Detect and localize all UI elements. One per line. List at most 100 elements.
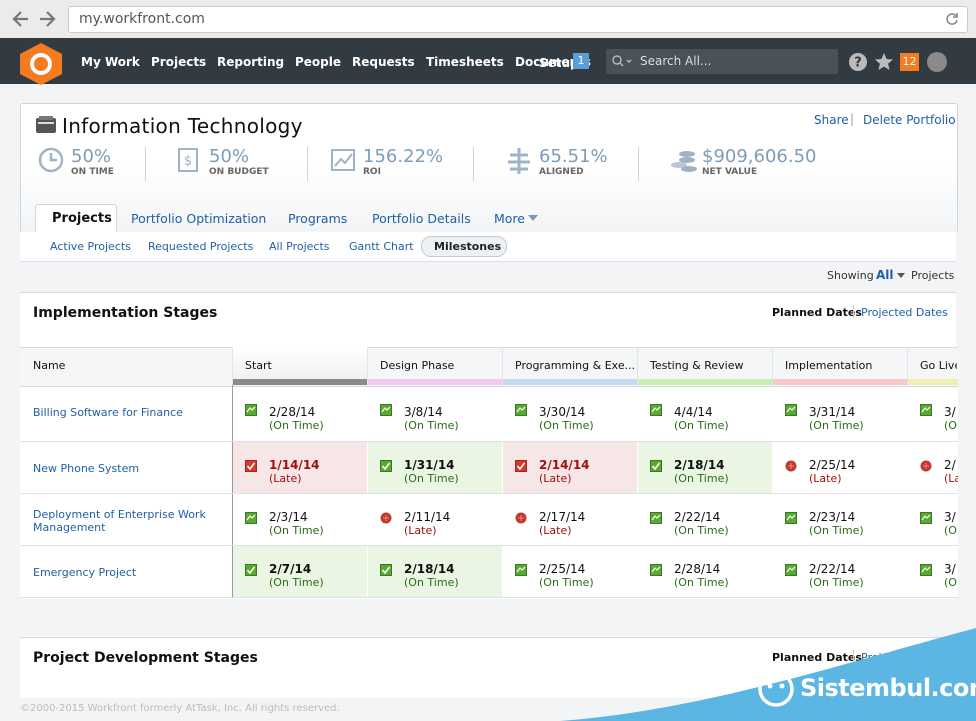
logo [20, 43, 62, 85]
nav-item[interactable]: My Work [81, 55, 140, 69]
row-border [20, 493, 958, 494]
milestone-status: (O [944, 419, 957, 432]
status-icon [785, 404, 797, 416]
column-underline [232, 379, 367, 385]
status-icon [245, 564, 257, 576]
metric-value: 50% [209, 146, 250, 167]
subtab[interactable]: Requested Projects [148, 240, 254, 253]
status-icon [515, 460, 527, 472]
milestone-cell: 2/28/14 (On Time) [637, 546, 772, 598]
milestone-status: (On Time) [404, 419, 459, 432]
milestone-date: 2/14/14 [539, 458, 590, 472]
row-name[interactable]: Deployment of Enterprise Work Management [33, 508, 206, 534]
toggle-planned[interactable]: Planned Dates [772, 651, 862, 664]
milestone-date: 2/22/14 [674, 510, 721, 524]
milestone-date: 2/25/14 [809, 458, 856, 472]
notif-badge[interactable]: 12 [900, 53, 919, 71]
metric-label: ROI [363, 167, 381, 177]
subtab[interactable]: Active Projects [50, 240, 131, 253]
delete-portfolio[interactable]: Delete Portfolio [863, 113, 956, 127]
tab[interactable]: Portfolio Optimization [131, 211, 267, 226]
metric-icon [671, 151, 697, 172]
url-text: my.workfront.com [79, 11, 205, 27]
milestone-cell: 2/22/14 (On Time) [772, 546, 907, 598]
metric-icon [38, 147, 64, 173]
column-border [367, 347, 368, 385]
row-border [20, 545, 958, 546]
help-icon: ? [849, 53, 867, 71]
subtab-active[interactable]: Milestones [421, 236, 507, 257]
showing-value[interactable]: All [876, 268, 894, 282]
milestone-status: (Late) [539, 524, 572, 537]
milestone-status: (Late) [404, 524, 437, 537]
status-icon [785, 512, 797, 524]
milestone-cell: 3/31/14 (On Time) [772, 386, 907, 442]
milestone-status: (On [944, 576, 958, 589]
metric-icon: $ [178, 148, 198, 172]
svg-text:$: $ [184, 154, 192, 169]
milestone-date: 2/22/14 [809, 562, 856, 576]
toggle-planned[interactable]: Planned Dates [772, 306, 862, 319]
avatar [927, 52, 947, 72]
milestone-status: (La [944, 472, 958, 485]
metric-divider [473, 147, 474, 181]
search-box[interactable]: Search All... [606, 49, 838, 74]
name-divider [232, 385, 233, 598]
tab[interactable]: Programs [288, 211, 348, 226]
milestone-status: (Late) [539, 472, 572, 485]
milestone-cell: 2/22/14 (On Time) [637, 494, 772, 546]
nav-item[interactable]: Projects [151, 55, 207, 69]
milestone-cell: 2/(La [907, 442, 958, 494]
milestone-date: 2/23/14 [809, 510, 856, 524]
nav-item[interactable]: Documents [515, 55, 591, 69]
tab[interactable]: More [494, 211, 525, 226]
search-icon [612, 55, 632, 67]
column-underline [772, 379, 907, 385]
column-underline [907, 379, 958, 385]
showing-prefix: Showing [827, 269, 874, 282]
nav-item[interactable]: People [295, 55, 342, 69]
status-icon [920, 404, 932, 416]
subtab[interactable]: Gantt Chart [349, 240, 414, 253]
row-name[interactable]: New Phone System [33, 462, 140, 475]
nav-item[interactable]: Reporting [217, 55, 285, 69]
column-underline [637, 379, 772, 385]
share[interactable]: Share [814, 113, 849, 127]
metric-label: NET VALUE [702, 167, 758, 177]
milestone-status: (On Time) [674, 419, 729, 432]
milestone-date: 1/31/14 [404, 458, 455, 472]
milestone-date: 3/ [944, 562, 956, 576]
tab-label: Projects [52, 211, 112, 226]
footer-text: ©2000-2015 Workfront formerly AtTask, In… [20, 703, 340, 714]
row-name[interactable]: Billing Software for Finance [33, 406, 183, 419]
tab-active[interactable]: Projects [35, 204, 117, 233]
milestone-date: 2/25/14 [539, 562, 586, 576]
status-icon [380, 404, 392, 416]
milestone-date: 3/31/14 [809, 405, 856, 419]
star-icon [875, 53, 893, 70]
milestone-cell: 2/14/14 (Late) [502, 442, 637, 494]
subtab[interactable]: All Projects [269, 240, 330, 253]
url-box[interactable]: my.workfront.com [68, 6, 968, 33]
separator: | [850, 112, 855, 126]
reload [946, 13, 958, 25]
status-icon [380, 564, 392, 576]
tab[interactable]: Portfolio Details [372, 211, 471, 226]
setup[interactable]: Setup [539, 56, 579, 70]
milestone-cell: 3/30/14 (On Time) [502, 386, 637, 442]
row-name[interactable]: Emergency Project [33, 566, 137, 579]
milestone-status: (On Time) [809, 524, 864, 537]
milestone-status: (On Time) [269, 576, 324, 589]
column-border [772, 347, 773, 385]
subtab-label: Milestones [434, 240, 502, 253]
column-border [637, 347, 638, 385]
toggle-projected[interactable]: Projected Dates [861, 306, 948, 319]
nav-item[interactable]: Requests [352, 55, 415, 69]
milestone-cell: 1/31/14 (On Time) [367, 442, 502, 494]
status-icon [380, 512, 392, 524]
milestone-date: 3/ [944, 405, 956, 419]
header-band [21, 164, 957, 232]
nav-item[interactable]: Timesheets [426, 55, 504, 69]
watermark-logo [758, 671, 794, 707]
